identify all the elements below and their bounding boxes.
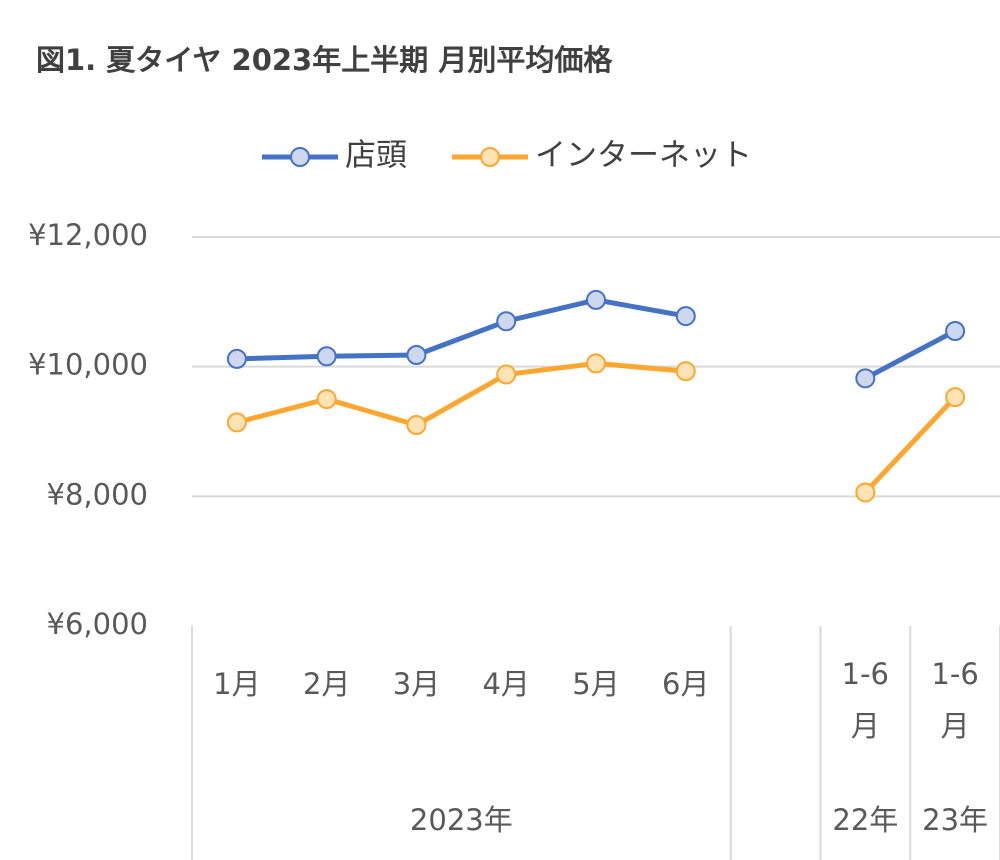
x-tick-label: 2月 (303, 667, 350, 701)
data-point (406, 415, 427, 436)
data-point (496, 364, 517, 385)
x-tick-label: 1-6 月 (842, 657, 889, 743)
y-tick-label: ¥8,000 (47, 477, 148, 511)
x-group-label: 2023年 (410, 803, 513, 837)
x-tick-label: 1月 (213, 667, 260, 701)
data-point (406, 344, 427, 365)
data-point (316, 346, 337, 367)
data-point (945, 387, 966, 408)
x-tick-label: 1-6 月 (931, 657, 978, 743)
series-line (236, 360, 957, 495)
legend-marker (480, 147, 500, 167)
data-point (316, 389, 337, 410)
x-tick-label: 4月 (482, 667, 529, 701)
data-point (855, 368, 876, 389)
x-group-label: 22年 (832, 803, 898, 837)
data-point (945, 321, 966, 342)
y-tick-label: ¥12,000 (28, 218, 148, 252)
y-tick-label: ¥6,000 (47, 607, 148, 641)
legend-label: インターネット (535, 138, 752, 174)
legend-label: 店頭 (345, 138, 407, 174)
series-line (236, 297, 957, 381)
x-tick-label: 5月 (572, 667, 619, 701)
x-tick-label: 6月 (662, 667, 709, 701)
chart-title: 図1. 夏タイヤ 2023年上半期 月別平均価格 (36, 43, 613, 77)
data-point (855, 482, 876, 503)
data-point (586, 353, 606, 374)
data-point (226, 348, 247, 369)
data-point (586, 289, 606, 310)
data-point (496, 311, 517, 332)
data-point (675, 306, 696, 327)
legend-marker (290, 147, 310, 167)
x-tick-label: 3月 (393, 667, 440, 701)
data-point (226, 412, 247, 433)
y-tick-label: ¥10,000 (28, 348, 148, 382)
x-group-label: 23年 (922, 803, 988, 837)
data-point (675, 361, 696, 382)
